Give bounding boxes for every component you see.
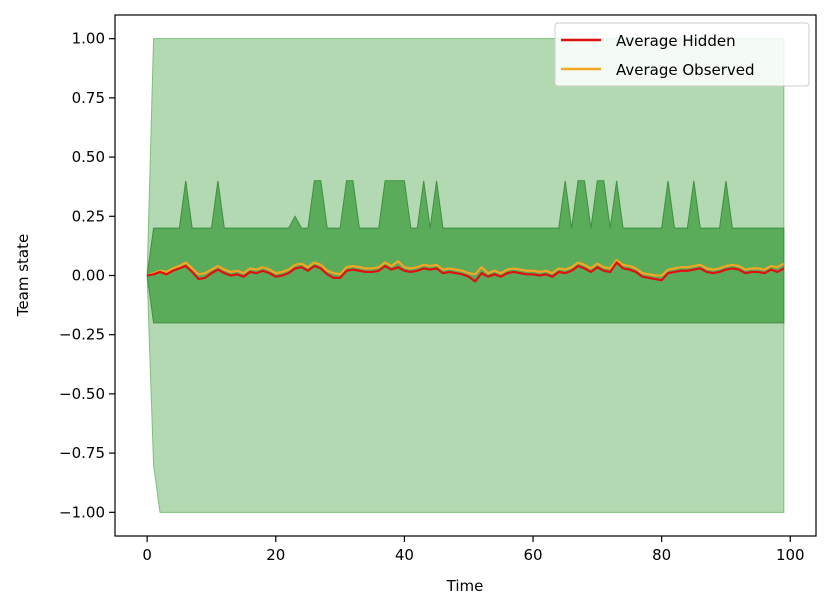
y-axis-label: Team state bbox=[14, 234, 32, 317]
legend-label-average-hidden: Average Hidden bbox=[616, 32, 736, 50]
inner-range-band bbox=[146, 180, 785, 324]
x-tick-label: 100 bbox=[776, 546, 805, 564]
x-axis-ticks: 0 20 40 60 80 100 bbox=[142, 536, 805, 564]
y-tick-label: −0.25 bbox=[59, 326, 105, 344]
legend-label-average-observed: Average Observed bbox=[616, 61, 755, 79]
series-line-average-hidden bbox=[146, 261, 785, 283]
y-tick-label: 0.00 bbox=[72, 267, 105, 285]
legend-box bbox=[554, 22, 810, 87]
x-tick-label: 40 bbox=[395, 546, 414, 564]
x-tick-label: 60 bbox=[523, 546, 542, 564]
y-tick-label: −1.00 bbox=[59, 503, 105, 521]
y-tick-label: 0.25 bbox=[72, 207, 105, 225]
x-tick-label: 80 bbox=[652, 546, 671, 564]
x-tick-label: 0 bbox=[142, 546, 152, 564]
x-axis-label: Time bbox=[446, 577, 484, 595]
x-tick-label: 20 bbox=[266, 546, 285, 564]
y-tick-label: 1.00 bbox=[72, 30, 105, 48]
y-tick-label: −0.50 bbox=[59, 385, 105, 403]
series-line-average-observed bbox=[146, 259, 785, 277]
series-lines bbox=[146, 259, 785, 283]
y-tick-label: 0.75 bbox=[72, 89, 105, 107]
y-tick-label: −0.75 bbox=[59, 444, 105, 462]
y-tick-label: 0.50 bbox=[72, 148, 105, 166]
y-axis-ticks: 1.00 0.75 0.50 0.25 0.00 −0.25 −0.50 −0.75 −1.00 bbox=[59, 30, 115, 521]
legend: Average Hidden Average Observed bbox=[554, 22, 810, 87]
